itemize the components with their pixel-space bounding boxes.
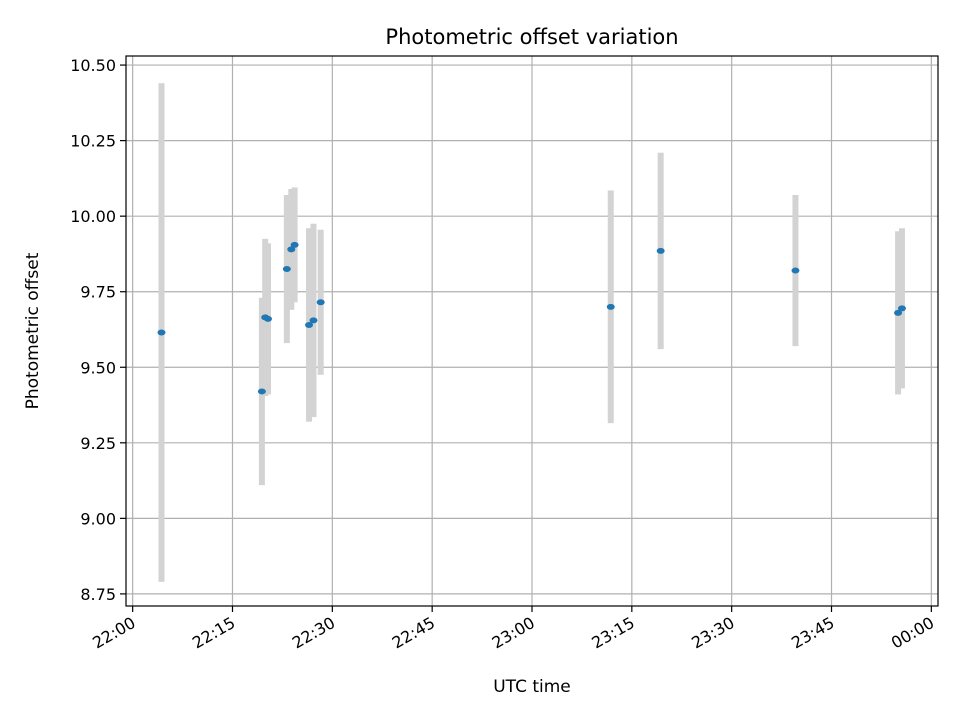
- data-point: [791, 267, 800, 274]
- data-point: [897, 305, 906, 312]
- data-point: [305, 321, 314, 328]
- y-tick-label: 9.75: [80, 283, 116, 302]
- x-axis-label: UTC time: [493, 677, 571, 697]
- y-tick-label: 10.50: [70, 56, 116, 75]
- chart-title: Photometric offset variation: [385, 25, 678, 49]
- y-tick-label: 9.25: [80, 434, 116, 453]
- data-point: [257, 388, 266, 395]
- data-point: [157, 329, 166, 336]
- y-tick-label: 10.00: [70, 207, 116, 226]
- y-axis-ticks: 8.75 9.00 9.25 9.50 9.75 10.00 10.25 10.50: [70, 56, 126, 604]
- data-point: [287, 246, 296, 253]
- data-point: [282, 266, 291, 273]
- data-point: [656, 247, 665, 254]
- data-point: [309, 317, 318, 324]
- data-point: [894, 309, 903, 316]
- data-point: [263, 315, 272, 322]
- data-points: [157, 241, 906, 395]
- data-point: [316, 299, 325, 306]
- y-tick-label: 9.00: [80, 509, 116, 528]
- data-point: [606, 303, 615, 310]
- y-axis-label: Photometric offset: [23, 252, 43, 409]
- data-point: [290, 241, 299, 248]
- y-tick-label: 8.75: [80, 585, 116, 604]
- y-tick-label: 10.25: [70, 132, 116, 151]
- y-tick-label: 9.50: [80, 358, 116, 377]
